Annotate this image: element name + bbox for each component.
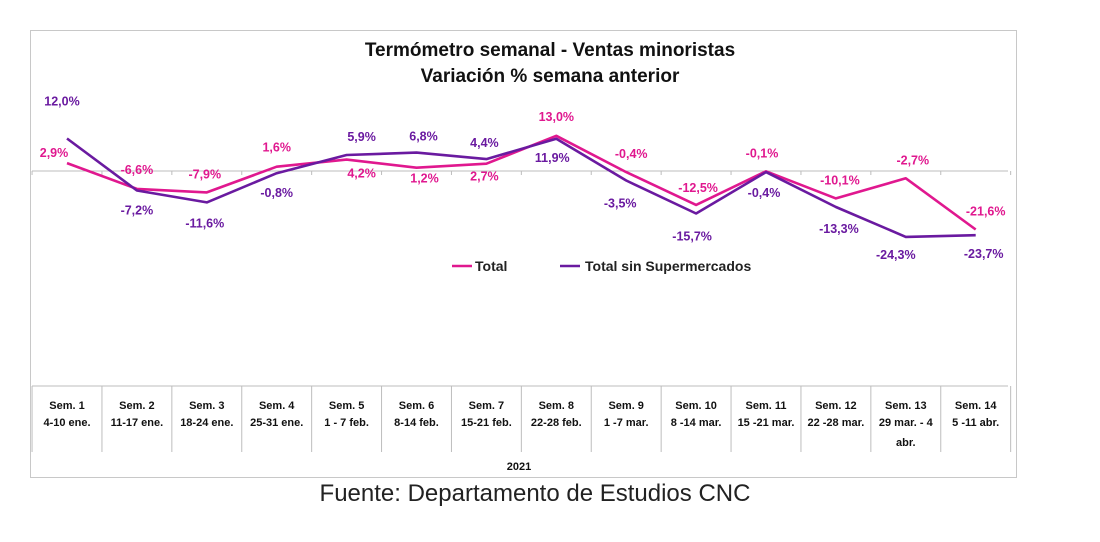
category-label: Sem. 13 xyxy=(885,400,927,412)
data-label: 11,9% xyxy=(535,151,570,165)
data-label: -0,4% xyxy=(748,186,781,200)
category-label: 8-14 feb. xyxy=(394,417,439,429)
data-label: -7,2% xyxy=(121,204,154,218)
data-label: -7,9% xyxy=(188,167,221,181)
legend-label: Total sin Supermercados xyxy=(585,258,751,274)
category-label: Sem. 2 xyxy=(119,400,154,412)
category-label: 11-17 ene. xyxy=(111,417,164,429)
category-label: 1 -7 mar. xyxy=(604,417,649,429)
category-label: Sem. 11 xyxy=(746,400,787,412)
chart-title: Termómetro semanal - Ventas minoristas xyxy=(364,40,736,61)
data-label: 1,2% xyxy=(410,172,439,186)
data-label: -15,7% xyxy=(672,230,712,244)
category-label: 15 -21 mar. xyxy=(738,417,795,429)
category-label: 22 -28 mar. xyxy=(807,417,864,429)
category-label: 1 - 7 feb. xyxy=(324,417,369,429)
category-label: Sem. 9 xyxy=(608,400,643,412)
category-label: Sem. 4 xyxy=(259,400,295,412)
data-label: -0,4% xyxy=(615,147,648,161)
category-label: 8 -14 mar. xyxy=(671,417,722,429)
category-label: 18-24 ene. xyxy=(180,417,233,429)
category-label: Sem. 14 xyxy=(955,400,997,412)
category-label: Sem. 1 xyxy=(49,400,84,412)
category-label: Sem. 12 xyxy=(815,400,857,412)
category-label: 25-31 ene. xyxy=(250,417,303,429)
category-label: abr. xyxy=(896,437,916,449)
category-label: Sem. 7 xyxy=(469,400,504,412)
category-label: 29 mar. - 4 xyxy=(879,417,934,429)
legend-label: Total xyxy=(475,258,507,274)
data-label: -23,7% xyxy=(964,247,1004,261)
category-label: 5 -11 abr. xyxy=(952,417,999,429)
source-note: Fuente: Departamento de Estudios CNC xyxy=(319,480,751,507)
category-label: 22-28 feb. xyxy=(531,417,582,429)
data-label: -11,6% xyxy=(185,216,224,230)
data-label: 12,0% xyxy=(44,94,79,108)
category-label: Sem. 3 xyxy=(189,400,224,412)
data-label: -12,5% xyxy=(678,181,718,195)
x-group-label: 2021 xyxy=(507,461,531,473)
data-label: -21,6% xyxy=(966,205,1006,219)
category-label: 4-10 ene. xyxy=(43,417,90,429)
data-label: 13,0% xyxy=(539,110,574,124)
data-label: -0,8% xyxy=(260,186,293,200)
data-label: -0,1% xyxy=(746,146,779,160)
data-label: -13,3% xyxy=(819,222,859,236)
data-label: 2,7% xyxy=(470,170,499,184)
data-label: -24,3% xyxy=(876,248,916,262)
series-line-total-sin-supermercados xyxy=(66,137,976,239)
category-label: Sem. 5 xyxy=(329,400,364,412)
data-label: 5,9% xyxy=(347,130,376,144)
chart-subtitle: Variación % semana anterior xyxy=(420,66,680,87)
data-label: 6,8% xyxy=(409,130,438,144)
data-label: -10,1% xyxy=(820,173,860,187)
category-label: Sem. 6 xyxy=(399,400,434,412)
category-label: Sem. 8 xyxy=(539,400,574,412)
data-label: 2,9% xyxy=(40,146,69,160)
data-label: -2,7% xyxy=(896,153,929,167)
data-label: -3,5% xyxy=(604,196,637,210)
data-label: 4,4% xyxy=(470,136,499,150)
data-label: 1,6% xyxy=(262,141,291,155)
data-label: 4,2% xyxy=(347,167,376,181)
category-label: 15-21 feb. xyxy=(461,417,512,429)
data-label: -6,6% xyxy=(121,163,154,177)
category-label: Sem. 10 xyxy=(675,400,717,412)
chart-frame xyxy=(30,30,1017,478)
